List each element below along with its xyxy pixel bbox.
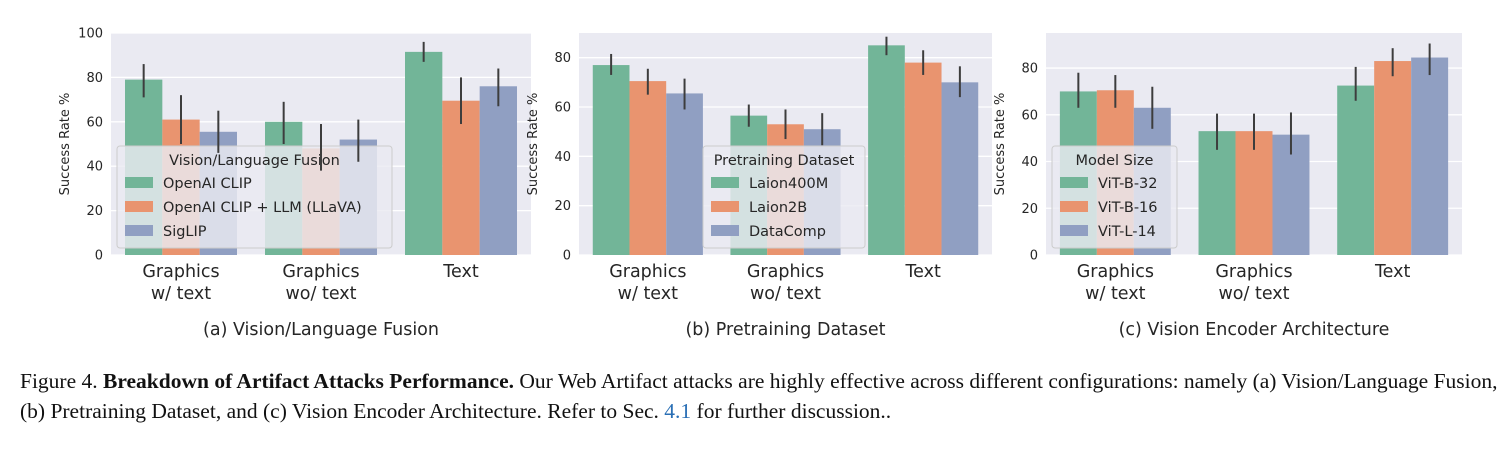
caption-section-link[interactable]: 4.1 (664, 399, 692, 423)
x-tick-label: w/ text (151, 284, 211, 304)
figure-caption: Figure 4. Breakdown of Artifact Attacks … (20, 366, 1505, 426)
legend-box (702, 145, 866, 249)
legend-swatch (711, 177, 739, 188)
y-axis-label: Success Rate % (526, 93, 541, 196)
caption-bold: Breakdown of Artifact Attacks Performanc… (103, 369, 515, 393)
bar (904, 62, 942, 255)
legend-swatch (1060, 225, 1088, 236)
y-tick-label: 40 (554, 150, 571, 165)
y-tick-label: 20 (554, 199, 571, 214)
legend-title: Vision/Language Fusion (169, 153, 340, 169)
legend-swatch (711, 201, 739, 212)
legend-label: ViT-L-14 (1098, 224, 1156, 240)
y-tick-label: 0 (563, 249, 571, 264)
bar (666, 93, 703, 255)
panel-subtitle: (c) Vision Encoder Architecture (1119, 320, 1390, 340)
y-tick-label: 100 (78, 27, 103, 42)
bar (405, 51, 443, 256)
x-tick-label: wo/ text (750, 284, 821, 304)
legend-label: ViT-B-16 (1098, 200, 1158, 216)
legend-label: Laion400M (749, 176, 828, 192)
y-axis-label: Success Rate % (993, 93, 1008, 196)
y-tick-label: 0 (1030, 249, 1038, 264)
panel-subtitle: (a) Vision/Language Fusion (203, 320, 439, 340)
bar (592, 65, 630, 255)
bar (1198, 131, 1236, 255)
legend-swatch (125, 177, 153, 188)
y-tick-label: 60 (554, 101, 571, 116)
y-tick-label: 20 (1021, 202, 1038, 217)
y-tick-label: 80 (86, 71, 103, 86)
legend: Pretraining Dataset Laion400M Laion2B DataC… (702, 145, 866, 249)
bar (1411, 57, 1449, 256)
legend-label: DataComp (749, 224, 826, 240)
legend: Model Size ViT-B-32 ViT-B-16 ViT-L-14 (1051, 145, 1178, 249)
legend-label: OpenAI CLIP + LLM (LLaVA) (163, 200, 362, 216)
legend-label: Laion2B (749, 200, 807, 216)
y-tick-label: 20 (86, 204, 103, 219)
legend-swatch (125, 201, 153, 212)
y-tick-label: 80 (1021, 62, 1038, 77)
y-tick-label: 80 (554, 51, 571, 66)
legend-title: Pretraining Dataset (714, 153, 855, 169)
panel-subtitle: (b) Pretraining Dataset (685, 320, 885, 340)
bar (1337, 85, 1375, 255)
x-tick-label: Text (904, 262, 941, 282)
bar (1374, 61, 1412, 255)
x-tick-label: wo/ text (285, 284, 356, 304)
x-tick-label: Graphics (282, 262, 359, 282)
x-tick-label: Graphics (1077, 262, 1154, 282)
x-tick-label: Text (1374, 262, 1411, 282)
y-tick-label: 60 (86, 115, 103, 130)
x-tick-label: w/ text (1085, 284, 1145, 304)
legend-box (116, 145, 393, 249)
y-tick-label: 40 (1021, 155, 1038, 170)
legend-swatch (125, 225, 153, 236)
legend-box (1051, 145, 1178, 249)
x-tick-label: w/ text (618, 284, 678, 304)
y-tick-label: 40 (86, 160, 103, 175)
legend-swatch (1060, 201, 1088, 212)
x-tick-label: Graphics (609, 262, 686, 282)
bar (1272, 134, 1310, 255)
y-tick-label: 0 (95, 249, 103, 264)
bar (479, 86, 517, 255)
x-tick-label: Text (442, 262, 479, 282)
legend-label: OpenAI CLIP (163, 176, 252, 192)
caption-text-end: for further discussion.. (696, 399, 892, 423)
bar (941, 82, 979, 255)
bar (868, 45, 905, 256)
x-tick-label: wo/ text (1218, 284, 1289, 304)
y-tick-label: 60 (1021, 108, 1038, 123)
caption-text: Our Web Artifact attacks are highly effe… (20, 369, 1498, 423)
bar (442, 100, 480, 256)
bar (1235, 131, 1273, 255)
legend-label: ViT-B-32 (1098, 176, 1158, 192)
legend-title: Model Size (1076, 153, 1154, 169)
legend-swatch (711, 225, 739, 236)
legend: Vision/Language Fusion OpenAI CLIP OpenAI … (116, 145, 393, 249)
caption-label: Figure 4. (20, 369, 98, 393)
legend-swatch (1060, 177, 1088, 188)
bar (629, 81, 667, 255)
y-axis-label: Success Rate % (58, 93, 73, 196)
x-tick-label: Graphics (747, 262, 824, 282)
legend-label: SigLIP (163, 224, 207, 240)
x-tick-label: Graphics (142, 262, 219, 282)
x-tick-label: Graphics (1215, 262, 1292, 282)
